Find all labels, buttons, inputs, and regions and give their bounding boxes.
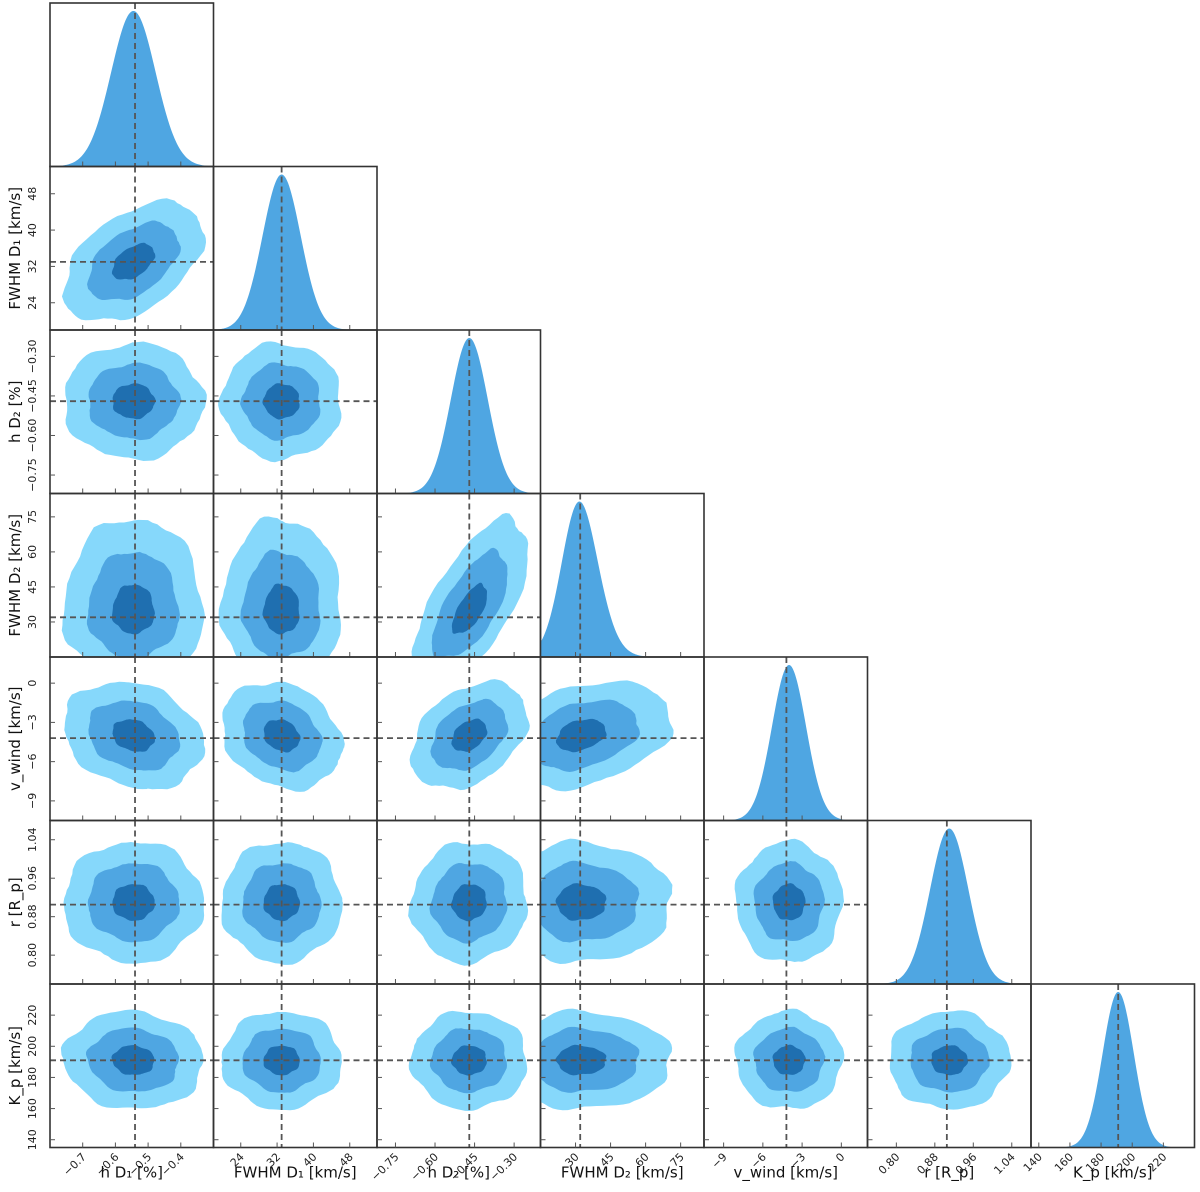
panel-v-wind-vs-fwhm-d1 (212, 656, 378, 822)
y-axis-label-k-p: K_p [km/s] (6, 1026, 25, 1106)
panel-v-wind-vs-h-d1 (49, 656, 215, 822)
contour-level-1 (263, 1045, 300, 1076)
y-axis-label-r: r [R_p] (6, 877, 25, 927)
y-tick-label: −6 (26, 754, 39, 770)
panel-k-p-vs-r (866, 983, 1032, 1149)
y-tick-label: 40 (26, 223, 39, 237)
y-tick-label: 140 (26, 1129, 39, 1150)
contour-level-1 (263, 719, 301, 753)
y-tick-label: 0 (26, 680, 39, 687)
y-axis-label-fwhm-d2: FWHM D₂ [km/s] (6, 514, 24, 637)
y-tick-label: 1.04 (26, 827, 39, 852)
x-axis-label-fwhm-d2: FWHM D₂ [km/s] (561, 1164, 684, 1182)
x-axis-label-fwhm-d1: FWHM D₁ [km/s] (234, 1164, 357, 1182)
y-tick-label: 48 (26, 187, 39, 201)
x-axis-label-h-d2: h D₂ [%] (427, 1164, 490, 1182)
panel-h-d2-vs-h-d2 (376, 329, 542, 495)
panel-frame (1030, 983, 1196, 1149)
panel-fwhm-d2-vs-h-d2 (376, 492, 542, 658)
contour-level-1 (112, 719, 155, 752)
panel-fwhm-d2-vs-h-d1 (49, 492, 215, 658)
panel-h-d2-vs-h-d1 (49, 329, 215, 495)
panel-v-wind-vs-v-wind (703, 656, 869, 822)
x-tick-label: −0.30 (487, 1150, 520, 1183)
y-axis-label-v-wind: v_wind [km/s] (6, 687, 25, 791)
panel-fwhm-d1-vs-h-d1 (49, 165, 215, 331)
marginal-h-d1 (50, 11, 214, 167)
panel-h-d1-vs-h-d1 (49, 2, 215, 168)
panel-r-vs-fwhm-d1 (212, 819, 378, 985)
marginal-k-p (1031, 992, 1195, 1148)
contour-level-1 (112, 884, 155, 921)
y-tick-label: −0.60 (26, 419, 39, 453)
x-tick-label: 0.80 (876, 1150, 903, 1177)
x-tick-label: −0.75 (369, 1150, 402, 1183)
panel-k-p-vs-fwhm-d2 (539, 983, 705, 1149)
y-tick-label: −9 (26, 793, 39, 809)
y-tick-label: 180 (26, 1067, 39, 1088)
x-tick-label: 0 (833, 1150, 847, 1164)
contour-level-1 (555, 718, 607, 753)
panel-r-vs-r (866, 819, 1032, 985)
x-axis-label-r: r [R_p] (924, 1164, 974, 1183)
y-axis-label-h-d2: h D₂ [%] (6, 380, 24, 443)
x-tick-label: −9 (709, 1150, 730, 1171)
panel-v-wind-vs-fwhm-d2 (539, 656, 705, 822)
y-tick-label: 24 (26, 296, 39, 310)
y-tick-label: 160 (26, 1098, 39, 1119)
marginal-r (867, 828, 1031, 984)
contour-level-1 (111, 584, 155, 635)
panel-r-vs-h-d1 (49, 819, 215, 985)
y-tick-label: 30 (26, 615, 39, 629)
y-axis-label-fwhm-d1: FWHM D₁ [km/s] (6, 187, 24, 310)
panel-r-vs-v-wind (703, 819, 869, 985)
panel-h-d2-vs-fwhm-d1 (212, 329, 378, 495)
panel-k-p-vs-h-d2 (376, 983, 542, 1149)
y-tick-label: 220 (26, 1005, 39, 1026)
y-tick-label: 0.88 (26, 904, 39, 929)
contour-level-1 (451, 718, 488, 752)
y-tick-label: −0.75 (26, 458, 39, 492)
panel-fwhm-d2-vs-fwhm-d2 (539, 492, 705, 658)
x-axis-label-v-wind: v_wind [km/s] (734, 1164, 838, 1183)
y-tick-label: 75 (26, 510, 39, 524)
panel-k-p-vs-fwhm-d1 (212, 983, 378, 1149)
panel-k-p-vs-h-d1 (49, 983, 215, 1149)
x-axis-label-h-d1: h D₁ [%] (100, 1164, 163, 1182)
marginal-fwhm-d1 (213, 174, 377, 330)
x-tick-label: 140 (1021, 1150, 1045, 1174)
y-tick-label: 45 (26, 580, 39, 594)
x-tick-label: −0.7 (61, 1150, 89, 1178)
contour-level-1 (772, 883, 806, 921)
panel-k-p-vs-v-wind (703, 983, 869, 1149)
panel-fwhm-d1-vs-fwhm-d1 (212, 165, 378, 331)
panel-k-p-vs-k-p (1030, 983, 1196, 1149)
y-tick-label: 32 (26, 259, 39, 273)
x-tick-label: 1.04 (991, 1150, 1018, 1177)
y-tick-label: −3 (26, 714, 39, 730)
y-tick-label: 200 (26, 1036, 39, 1057)
y-tick-label: −0.45 (26, 379, 39, 413)
y-tick-label: 60 (26, 545, 39, 559)
panel-r-vs-h-d2 (376, 819, 542, 985)
x-tick-label: −0.4 (159, 1150, 187, 1178)
panel-v-wind-vs-h-d2 (376, 656, 542, 822)
marginal-h-d2 (377, 338, 541, 494)
y-tick-label: 0.96 (26, 866, 39, 891)
x-axis-label-k-p: K_p [km/s] (1073, 1164, 1153, 1183)
y-tick-label: 0.80 (26, 943, 39, 968)
marginal-fwhm-d2 (540, 501, 704, 657)
y-tick-label: −0.30 (26, 340, 39, 374)
panel-fwhm-d2-vs-fwhm-d1 (212, 492, 378, 658)
panel-r-vs-fwhm-d2 (539, 819, 705, 985)
